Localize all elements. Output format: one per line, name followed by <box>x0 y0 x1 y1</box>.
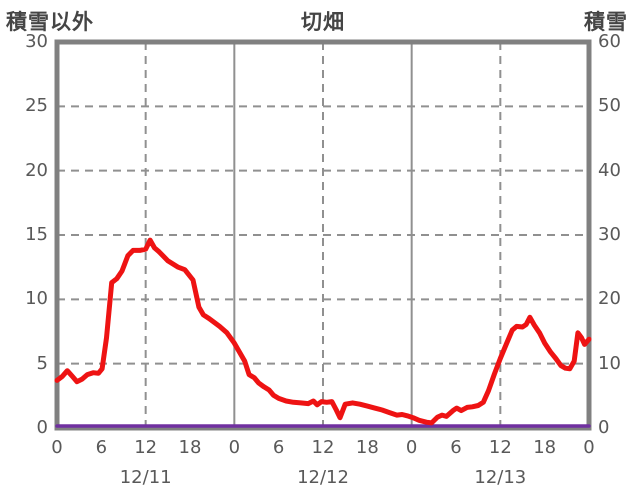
left-axis-tick: 20 <box>25 159 48 181</box>
x-axis-hour-tick: 0 <box>51 437 63 458</box>
right-axis-tick: 50 <box>598 95 621 117</box>
x-axis-hour-tick: 0 <box>405 437 418 458</box>
x-axis-hour-tick: 18 <box>178 437 202 458</box>
x-axis-hour-tick: 18 <box>355 437 379 458</box>
left-axis-tick: 10 <box>25 288 48 310</box>
right-axis-tick: 30 <box>598 224 621 245</box>
left-axis-tick: 15 <box>25 224 48 245</box>
x-axis-hour-tick: 12 <box>488 437 512 458</box>
right-axis-tick: 40 <box>598 159 621 181</box>
right-axis-tick: 10 <box>598 352 621 374</box>
x-axis-date-label: 12/13 <box>474 467 527 488</box>
right-axis-tick: 60 <box>598 31 621 52</box>
chart-title: 切畑 <box>301 10 345 34</box>
x-axis-hour-tick: 0 <box>583 437 595 458</box>
left-axis-tick: 0 <box>36 417 48 438</box>
left-axis-tick: 25 <box>25 95 48 117</box>
x-axis-hour-tick: 6 <box>272 437 285 458</box>
other-than-snow-line <box>54 237 592 426</box>
x-axis-hour-tick: 12 <box>134 437 158 458</box>
right-axis-title: 積雪 <box>584 10 628 34</box>
left-axis-tick: 30 <box>25 31 48 52</box>
x-axis-hour-tick: 6 <box>450 437 462 458</box>
x-axis-hour-tick: 6 <box>95 437 108 458</box>
x-axis-hour-tick: 0 <box>228 437 241 458</box>
x-axis-hour-tick: 12 <box>311 437 335 458</box>
right-axis-tick: 20 <box>598 288 621 310</box>
x-axis-date-label: 12/12 <box>297 467 349 488</box>
right-axis-tick: 0 <box>598 417 610 438</box>
x-axis-hour-tick: 18 <box>533 437 557 458</box>
left-axis-title: 積雪以外 <box>6 10 94 34</box>
x-axis-date-label: 12/11 <box>119 467 172 488</box>
plot-border <box>54 39 592 431</box>
left-axis-tick: 5 <box>36 352 48 374</box>
